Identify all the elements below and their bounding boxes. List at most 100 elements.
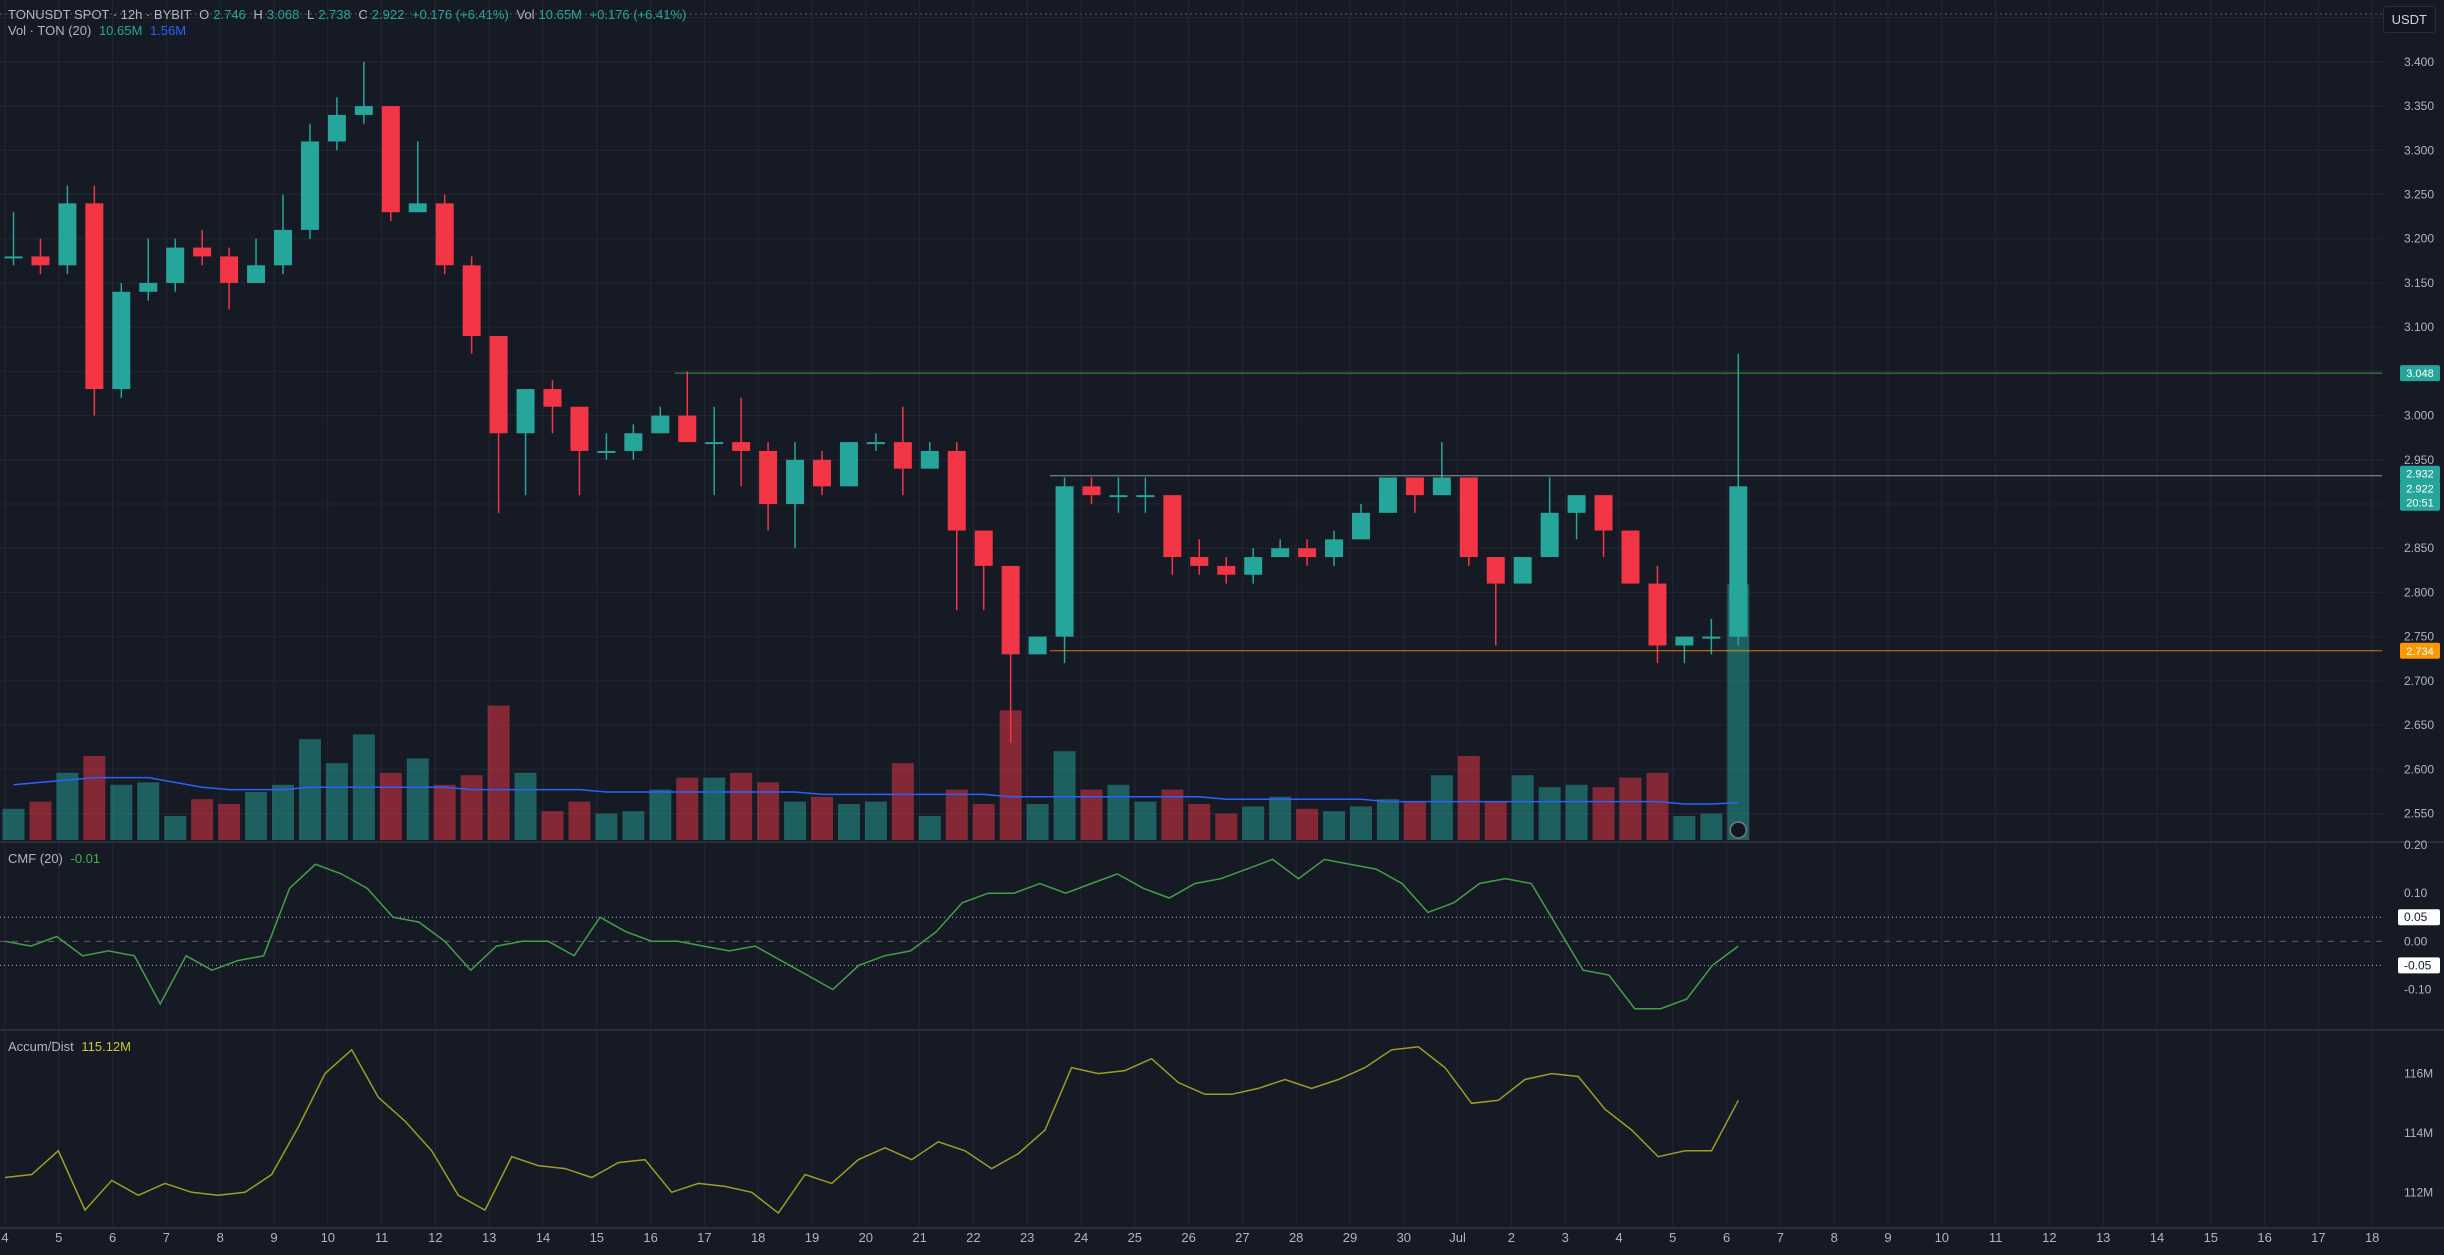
vol-value: 10.65M: [538, 7, 582, 22]
cmf-value: -0.01: [70, 851, 101, 866]
price-tick-label: 2.750: [2404, 630, 2434, 644]
candle-body: [1432, 477, 1451, 496]
candle-body: [408, 203, 427, 213]
volume-indicator-header[interactable]: Vol · TON (20) 10.65M 1.56M: [8, 23, 190, 38]
accdist-header[interactable]: Accum/Dist 115.12M: [8, 1039, 135, 1054]
price-labels: 3.048 2.932 2.922 20:51 2.734: [1729, 365, 2440, 839]
time-tick-label: 29: [1343, 1230, 1357, 1245]
candle-body: [974, 530, 993, 566]
currency-button[interactable]: USDT: [2382, 6, 2436, 33]
candle-body: [1298, 548, 1317, 558]
candle-body: [759, 450, 778, 504]
volume-bar: [1026, 804, 1049, 840]
price-axis[interactable]: 3.4503.4003.3503.3003.2503.2003.1503.100…: [2404, 11, 2434, 821]
volume-bar: [1700, 813, 1723, 840]
vol-change: +0.176 (+6.41%): [589, 7, 687, 22]
time-tick-label: 27: [1235, 1230, 1249, 1245]
time-tick-label: 11: [1989, 1230, 2003, 1245]
candle-body: [274, 229, 292, 266]
cmf-line: [4, 858, 1739, 1010]
time-axis[interactable]: 4 5 6 7 8 9 10 11 12 13 14 15 16 17 18 19 20 21 22 23 24 25 26…: [1, 1230, 2379, 1245]
cmf-tick-label: -0.10: [2404, 982, 2432, 996]
candle-body: [139, 282, 158, 292]
candle-body: [58, 203, 77, 266]
volume-bar: [595, 813, 618, 840]
volume-bar: [164, 816, 187, 840]
volume-bar: [1511, 775, 1534, 840]
candle-body: [705, 442, 724, 445]
low-label: L: [306, 7, 315, 22]
price-tick-label: 3.300: [2404, 143, 2434, 157]
accdist-tick-label: 116M: [2404, 1067, 2433, 1081]
cmf-tick-label: 0.05: [2404, 910, 2428, 924]
volume-bar: [1242, 806, 1265, 840]
price-tick-label: 2.950: [2404, 453, 2434, 467]
volume-bar: [325, 763, 348, 840]
volume-bar: [1269, 796, 1292, 840]
volume-bar: [2, 808, 25, 840]
volume-bar: [1296, 808, 1319, 840]
candle-body: [1001, 565, 1020, 655]
horizontal-lines: [675, 372, 2382, 652]
candle-body: [1486, 557, 1505, 584]
volume-bar: [1323, 811, 1346, 840]
price-label-text: 2.932: [2406, 469, 2434, 481]
volume-bar: [29, 801, 52, 840]
volume-bar: [649, 789, 672, 840]
volume-bars: [2, 584, 1750, 840]
volume-bar: [110, 784, 133, 840]
volume-bar: [864, 801, 887, 840]
volume-bar: [1457, 756, 1480, 840]
volume-bar: [1215, 813, 1238, 840]
time-tick-label: 5: [55, 1230, 62, 1245]
volume-bar: [137, 782, 160, 840]
time-tick-label: 21: [912, 1230, 926, 1245]
accdist-value: 115.12M: [81, 1039, 131, 1054]
volume-ma-line: [13, 776, 1739, 805]
candle-body: [327, 114, 346, 142]
grid-layer: [0, 0, 2444, 1229]
time-tick-label: 6: [1723, 1230, 1730, 1245]
volume-bar: [999, 710, 1022, 840]
price-tick-label: 3.350: [2404, 99, 2434, 113]
accdist-label: Accum/Dist: [8, 1039, 74, 1054]
volume-bar: [1727, 584, 1750, 840]
time-tick-label: 12: [2042, 1230, 2056, 1245]
price-tick-label: 3.400: [2404, 55, 2434, 69]
price-tick-label: 2.600: [2404, 762, 2434, 776]
open-label: O: [199, 7, 210, 22]
time-tick-label: 5: [1669, 1230, 1676, 1245]
volume-bar: [514, 772, 537, 840]
time-tick-label: 22: [966, 1230, 980, 1245]
volume-bar: [379, 772, 402, 840]
candle-body: [4, 256, 23, 259]
candle-body: [1325, 539, 1344, 558]
candle-body: [247, 265, 266, 283]
lightning-icon[interactable]: [1729, 821, 1748, 839]
time-tick-label: 7: [163, 1230, 170, 1245]
accdist-tick-label: 112M: [2404, 1185, 2433, 1199]
volume-bar: [460, 775, 483, 840]
accdist-line: [4, 1046, 1739, 1215]
volume-bar: [191, 799, 214, 840]
cmf-header[interactable]: CMF (20) -0.01: [8, 851, 104, 866]
candle-body: [1352, 512, 1370, 540]
candle-body: [1055, 486, 1074, 637]
volume-bar: [730, 772, 753, 840]
time-tick-label: 13: [2096, 1230, 2110, 1245]
time-tick-label: 18: [2365, 1230, 2379, 1245]
candle-body: [543, 389, 562, 407]
close-value: 2.922: [371, 7, 405, 22]
time-tick-label: 17: [2311, 1230, 2325, 1245]
volume-indicator-label: Vol · TON (20): [8, 23, 92, 38]
candle-body: [1621, 530, 1640, 584]
candle-body: [947, 450, 966, 531]
time-tick-label: 12: [428, 1230, 442, 1245]
volume-bar: [433, 784, 456, 840]
candle-body: [651, 415, 670, 434]
symbol-header[interactable]: TONUSDT SPOT · 12h · BYBIT O 2.746 H 3.068…: [8, 7, 690, 22]
volume-bar: [1134, 801, 1157, 840]
candle-body: [462, 265, 481, 336]
time-tick-label: 28: [1289, 1230, 1303, 1245]
